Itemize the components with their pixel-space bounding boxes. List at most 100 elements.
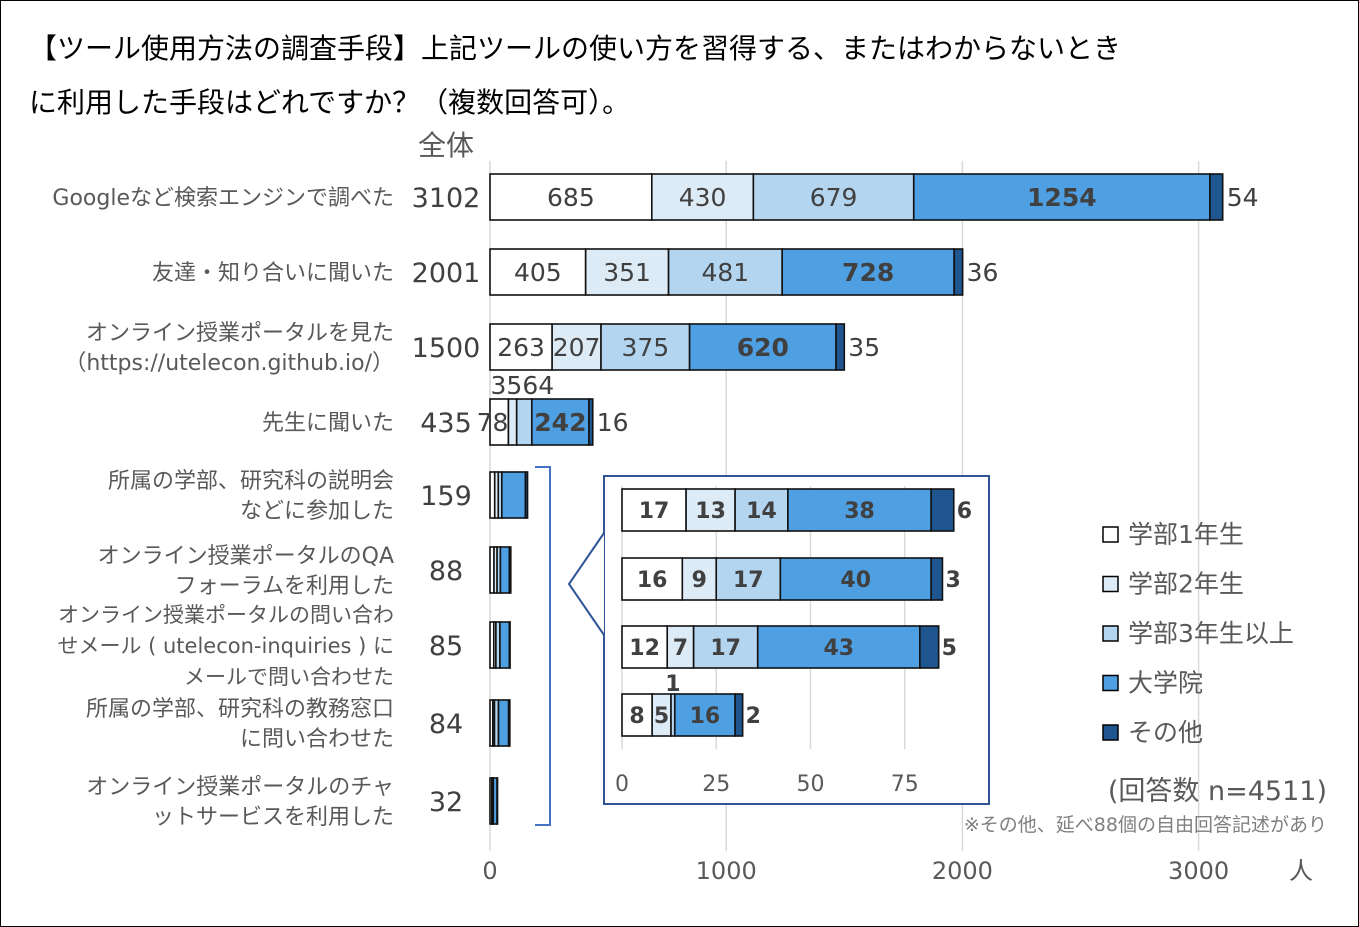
bar-segment xyxy=(835,323,846,371)
bar-segment xyxy=(588,398,594,446)
legend-label: その他 xyxy=(1128,718,1203,747)
bar-segment xyxy=(752,173,915,221)
total-label: 85 xyxy=(429,631,463,662)
inset-data-label: 9 xyxy=(692,568,707,593)
data-label: 263 xyxy=(497,333,545,362)
inset-bar-segment xyxy=(692,625,759,669)
inset-data-label: 3 xyxy=(945,568,960,593)
bar-segment xyxy=(499,621,511,669)
data-label: 375 xyxy=(621,333,669,362)
category-label: オンライン授業ポータルのQA xyxy=(98,544,394,569)
inset-data-label: 38 xyxy=(844,499,875,524)
category-label: 所属の学部、研究科の説明会 xyxy=(108,469,394,494)
inset-bar-segment xyxy=(734,693,744,737)
legend-label: 学部1年生 xyxy=(1128,520,1244,549)
x-tick-label: 0 xyxy=(482,857,497,885)
bar-segment xyxy=(688,323,837,371)
inset-x-tick-label: 50 xyxy=(797,772,825,797)
x-tick-label: 3000 xyxy=(1168,857,1229,885)
bar-segment xyxy=(1209,173,1224,221)
free-text-note: ※その他、延べ88個の自由回答記述があり xyxy=(964,814,1327,836)
total-label: 88 xyxy=(429,556,463,587)
bar-segment xyxy=(497,699,510,747)
inset-data-label: 16 xyxy=(637,568,668,593)
total-label: 2001 xyxy=(412,258,481,289)
legend-swatch xyxy=(1102,575,1119,593)
category-label: オンライン授業ポータルの問い合わ xyxy=(58,603,394,627)
chart-title-line: に利用した手段はどれですか？（複数回答可）。 xyxy=(29,86,630,119)
total-label: 3102 xyxy=(412,183,481,214)
x-unit-label: 人 xyxy=(1289,857,1313,885)
legend-swatch xyxy=(1102,526,1119,543)
bar-segment xyxy=(912,173,1211,221)
inset-data-label: 43 xyxy=(823,636,854,661)
bar-segment xyxy=(953,248,964,296)
bar-segment xyxy=(507,398,518,446)
inset-bar-segment xyxy=(734,488,789,532)
category-label: ットサービスを利用した xyxy=(152,805,394,830)
inset-data-label: 17 xyxy=(733,568,764,593)
data-label: 620 xyxy=(737,333,789,362)
total-label: 1500 xyxy=(412,333,481,364)
data-label: 728 xyxy=(842,258,894,287)
inset-data-label: 12 xyxy=(629,636,660,661)
data-label: 679 xyxy=(810,183,858,212)
category-label: オンライン授業ポータルのチャ xyxy=(86,775,394,800)
bar-segment xyxy=(507,699,511,747)
data-label: 16 xyxy=(597,408,629,437)
inset-data-label: 40 xyxy=(840,568,871,593)
data-label: 351 xyxy=(603,258,651,287)
inset-x-tick-label: 75 xyxy=(891,772,919,797)
sample-size-note: (回答数 n=4511) xyxy=(1108,776,1327,807)
bar-segment xyxy=(489,173,653,221)
total-label: 159 xyxy=(420,481,472,512)
category-label: 先生に聞いた xyxy=(262,411,394,436)
category-label: せメール ( utelecon-inquiries ) に xyxy=(57,634,394,658)
inset-x-tick-label: 0 xyxy=(615,772,629,797)
total-label: 32 xyxy=(429,787,463,818)
bar-segment xyxy=(524,471,529,519)
category-label: 所属の学部、研究科の教務窓口 xyxy=(86,697,394,722)
inset-bar-segment xyxy=(715,557,782,601)
inset-bar-segment xyxy=(621,693,653,737)
inset-data-label: 8 xyxy=(629,704,644,729)
bar-segment xyxy=(508,621,511,669)
category-label: メールで問い合わせた xyxy=(184,665,394,689)
inset-data-label: 1 xyxy=(665,672,680,697)
bar-segment xyxy=(501,471,527,519)
category-label: Googleなど検索エンジンで調べた xyxy=(52,186,394,211)
data-label: 405 xyxy=(514,258,562,287)
bar-segment xyxy=(650,173,755,221)
data-label: 54 xyxy=(1227,183,1259,212)
category-label: に問い合わせた xyxy=(240,727,394,752)
total-header: 全体 xyxy=(418,129,474,162)
data-label: 242 xyxy=(534,408,586,437)
inset-bar-segment xyxy=(930,488,955,532)
legend-label: 学部2年生 xyxy=(1128,570,1244,599)
chart-title-line: 【ツール使用方法の調査手段】上記ツールの使い方を習得する、またはわからないとき xyxy=(29,32,1121,65)
bar-segment xyxy=(584,248,670,296)
data-label: 36 xyxy=(967,258,999,287)
bar-segment xyxy=(515,398,533,446)
category-label: などに参加した xyxy=(240,499,394,524)
category-label: （https://utelecon.github.io/） xyxy=(64,351,394,376)
total-label: 435 xyxy=(420,408,472,439)
category-label: オンライン授業ポータルを見た xyxy=(86,321,394,346)
inset-data-label: 2 xyxy=(746,704,761,729)
data-label: 78 xyxy=(477,408,509,437)
inset-data-label: 13 xyxy=(695,499,726,524)
legend-label: 大学院 xyxy=(1128,669,1203,698)
category-label: 友達・知り合いに聞いた xyxy=(152,261,394,286)
legend-swatch xyxy=(1102,625,1119,642)
inset-data-label: 7 xyxy=(673,636,688,661)
x-tick-label: 2000 xyxy=(932,857,993,885)
inset-x-tick-label: 25 xyxy=(702,772,730,797)
inset-bar-segment xyxy=(787,488,932,532)
data-label: 430 xyxy=(679,183,727,212)
data-label: 35 xyxy=(491,371,523,400)
inset-bar-segment xyxy=(621,625,669,669)
inset-data-label: 6 xyxy=(957,499,972,524)
bar-segment xyxy=(531,398,590,446)
